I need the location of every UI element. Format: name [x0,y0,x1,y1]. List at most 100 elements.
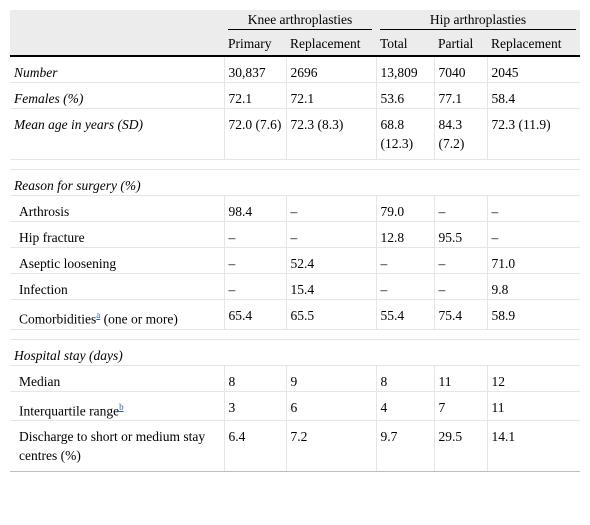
table-spacer-row [10,329,581,340]
header-group-knee: Knee arthroplasties [224,10,376,31]
row-label: Comorbiditiesa (one or more) [10,299,224,330]
table-cell: – [486,221,581,248]
table-cell: 71.0 [486,247,581,274]
table-row-arthrosis: Arthrosis 98.4 – 79.0 – – [10,195,581,222]
table-cell: 2696 [285,56,376,83]
header-col-hip-total: Total [376,31,434,57]
row-label-suffix: (one or more) [100,311,178,327]
header-col-knee-primary: Primary [224,31,286,57]
table-cell: 72.0 (7.6) [223,108,286,160]
table-cell: 8 [223,365,286,392]
table-cell: 14.1 [486,420,581,472]
table-row-comorbidities: Comorbiditiesa (one or more) 65.4 65.5 5… [10,299,581,330]
table-cell: 68.8 (12.3) [375,108,434,160]
header-col-hip-replacement: Replacement [487,31,581,57]
table-cell: 6.4 [223,420,286,472]
table-cell: – [223,273,286,300]
table-cell: 72.1 [285,82,376,109]
section-title: Hospital stay (days) [10,339,581,366]
header-group-hip-label: Hip arthroplasties [380,12,577,30]
table-cell: 6 [285,391,376,421]
table-cell: 7 [433,391,487,421]
arthroplasty-table: Knee arthroplasties Hip arthroplasties P… [10,10,581,472]
table-row-aseptic-loosening: Aseptic loosening – 52.4 – – 71.0 [10,247,581,274]
spacer-cell [10,159,581,170]
row-label-text: Interquartile range [19,403,120,418]
table-cell: 98.4 [223,195,286,222]
table-cell: 15.4 [285,273,376,300]
footnote-marker: b [119,401,124,413]
table-cell: – [433,195,487,222]
table-cell: 7040 [433,56,487,83]
section-title: Reason for surgery (%) [10,169,581,196]
table-cell: 11 [486,391,581,421]
table-cell: 72.3 (8.3) [285,108,376,160]
table-cell: 9 [285,365,376,392]
table-cell: – [486,195,581,222]
row-label: Infection [10,273,224,300]
table-row-infection: Infection – 15.4 – – 9.8 [10,273,581,300]
table-row-discharge: Discharge to short or medium stay centre… [10,420,581,472]
table-section-reason: Reason for surgery (%) [10,169,581,196]
table-cell: 53.6 [375,82,434,109]
table-cell: 58.9 [486,299,581,330]
table-cell: 12.8 [375,221,434,248]
table-cell: 77.1 [433,82,487,109]
header-group-knee-label: Knee arthroplasties [228,12,372,30]
footnote-link-b[interactable]: b [119,401,124,412]
row-label: Arthrosis [10,195,224,222]
table-cell: – [285,221,376,248]
table-spacer-row [10,159,581,170]
table-body: Number 30,837 2696 13,809 7040 2045 Fema… [10,56,581,472]
table-section-stay: Hospital stay (days) [10,339,581,366]
table-row-interquartile-range: Interquartile rangeb 3 6 4 7 11 [10,391,581,421]
table-cell: 4 [375,391,434,421]
table-cell: – [375,247,434,274]
row-label: Hip fracture [10,221,224,248]
table-cell: 72.1 [223,82,286,109]
table-cell: 30,837 [223,56,286,83]
header-empty-cell [10,31,224,57]
data-table-container: Knee arthroplasties Hip arthroplasties P… [10,10,581,472]
footnote-marker: a [96,309,100,321]
table-cell: – [433,247,487,274]
row-label: Median [10,365,224,392]
table-cell: – [223,247,286,274]
table-cell: 65.5 [285,299,376,330]
row-label: Aseptic loosening [10,247,224,274]
header-group-hip: Hip arthroplasties [376,10,581,31]
header-column-row: Primary Replacement Total Partial Replac… [10,31,581,57]
table-cell: 72.3 (11.9) [486,108,581,160]
row-label: Number [10,56,224,83]
table-cell: 55.4 [375,299,434,330]
table-row-mean-age: Mean age in years (SD) 72.0 (7.6) 72.3 (… [10,108,581,160]
table-cell: – [285,195,376,222]
table-cell: 3 [223,391,286,421]
table-cell: 52.4 [285,247,376,274]
table-cell: 12 [486,365,581,392]
table-cell: 11 [433,365,487,392]
table-cell: 95.5 [433,221,487,248]
table-cell: 9.8 [486,273,581,300]
table-cell: 84.3 (7.2) [433,108,487,160]
table-row-median: Median 8 9 8 11 12 [10,365,581,392]
table-cell: – [433,273,487,300]
table-row-females: Females (%) 72.1 72.1 53.6 77.1 58.4 [10,82,581,109]
spacer-cell [10,329,581,340]
footnote-link-a[interactable]: a [96,310,101,320]
row-label: Interquartile rangeb [10,391,224,421]
table-cell: 8 [375,365,434,392]
header-group-row: Knee arthroplasties Hip arthroplasties [10,10,581,31]
table-cell: 13,809 [375,56,434,83]
table-cell: 58.4 [486,82,581,109]
table-cell: 75.4 [433,299,487,330]
table-cell: 7.2 [285,420,376,472]
table-row-hip-fracture: Hip fracture – – 12.8 95.5 – [10,221,581,248]
table-cell: 9.7 [375,420,434,472]
table-cell: 79.0 [375,195,434,222]
table-cell: 29.5 [433,420,487,472]
row-label: Mean age in years (SD) [10,108,224,160]
table-header: Knee arthroplasties Hip arthroplasties P… [10,10,581,57]
table-cell: – [223,221,286,248]
row-label: Females (%) [10,82,224,109]
